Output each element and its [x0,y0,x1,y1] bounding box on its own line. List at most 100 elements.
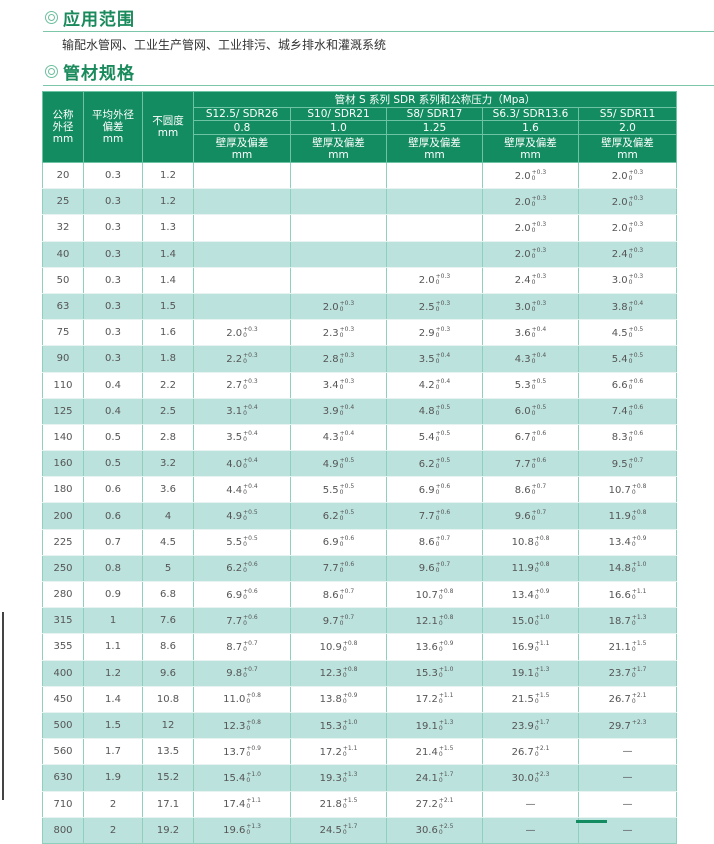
cell-empty [386,214,483,242]
upper-tolerance: +0.5 [435,404,451,412]
lower-tolerance: 0 [631,619,636,627]
section-title-spec: 管材规格 [45,59,135,84]
upper-tolerance: +1.7 [438,770,454,778]
lower-tolerance: 0 [339,436,344,444]
lower-tolerance: 0 [342,829,347,837]
upper-tolerance: +0.3 [243,351,258,359]
lower-tolerance: 0 [534,776,539,784]
cell-mean-od-deviation: 0.3 [83,162,143,190]
upper-tolerance: +0.5 [243,535,258,543]
cell-wall-thickness: 8.3 +0.6 0 [577,424,678,452]
upper-tolerance: +0.3 [531,273,547,281]
cell-wall-thickness: 17.4 +1.1 0 [193,791,291,818]
upper-tolerance: +0.4 [339,404,355,412]
cell-nominal-od: 710 [42,791,84,818]
cell-wall-thickness: 2.8 +0.3 0 [290,345,387,373]
cell-ovality: 3.6 [142,476,194,504]
cell-wall-thickness: 2.5 +0.3 0 [386,293,483,321]
lower-tolerance: 0 [435,436,440,444]
upper-tolerance: +1.3 [342,770,358,778]
lower-tolerance: 0 [342,672,347,680]
cell-mean-od-deviation: 0.5 [83,424,143,452]
cell-mean-od-deviation: 0.3 [83,188,143,216]
lower-tolerance: 0 [531,174,536,182]
cell-wall-thickness: 9.6 +0.7 0 [482,502,579,530]
cell-wall-thickness: 2.0 +0.3 0 [577,162,678,190]
cell-wall-thickness: 10.9 +0.8 0 [290,633,387,661]
cell-ovality: 8.6 [142,633,194,661]
lower-tolerance: 0 [534,619,539,627]
lower-tolerance: 0 [628,305,633,313]
cell-wall-thickness: 8.6 +0.7 0 [482,476,579,504]
lower-tolerance: 0 [339,331,344,339]
header-nominal-od: 公称 外径 mm [42,91,84,163]
upper-tolerance: +0.3 [339,351,355,359]
table-row: 20 0.3 1.2 2.0 +0.3 0 2.0 +0.3 0 [42,162,678,190]
cell-wall-thickness: 13.8 +0.9 0 [290,686,387,713]
upper-tolerance: +1.3 [534,666,550,674]
lower-tolerance: 0 [243,357,247,365]
upper-tolerance: +0.4 [243,482,258,490]
upper-tolerance: +0.3 [243,378,258,386]
lower-tolerance: 0 [531,436,536,444]
cell-not-applicable: — [577,764,678,792]
cell-wall-thickness: 12.1 +0.8 0 [386,607,483,635]
cell-wall-thickness: 6.9 +0.6 0 [290,529,387,556]
cell-wall-thickness: 5.5 +0.5 0 [290,476,387,504]
cell-mean-od-deviation: 0.9 [83,581,143,609]
cell-nominal-od: 450 [42,686,84,713]
cell-empty [386,188,483,216]
cell-empty [193,162,291,190]
lower-tolerance: 0 [435,279,440,287]
cell-wall-thickness: 5.3 +0.5 0 [482,372,579,399]
cell-wall-thickness: 19.3 +1.3 0 [290,764,387,792]
header-wall-thickness: 壁厚及偏差 mm [577,134,678,163]
lower-tolerance: 0 [435,384,440,392]
cell-wall-thickness: 2.0 +0.3 0 [577,188,678,216]
cell-wall-thickness: 3.8 +0.4 0 [577,293,678,321]
lower-tolerance: 0 [435,331,440,339]
lower-tolerance: 0 [631,567,636,575]
cell-mean-od-deviation: 0.3 [83,293,143,321]
lower-tolerance: 0 [435,410,440,418]
upper-tolerance: +0.3 [435,325,451,333]
lower-tolerance: 0 [438,593,443,601]
upper-tolerance: +1.0 [534,613,550,621]
cell-mean-od-deviation: 0.8 [83,555,143,583]
lower-tolerance: 0 [339,619,344,627]
cell-mean-od-deviation: 0.4 [83,372,143,399]
lower-tolerance: 0 [628,357,633,365]
upper-tolerance: +2.1 [631,692,647,700]
upper-tolerance: +0.5 [628,351,644,359]
cell-mean-od-deviation: 0.6 [83,502,143,530]
cell-wall-thickness: 7.7 +0.6 0 [193,607,291,635]
cell-ovality: 17.1 [142,791,194,818]
cell-wall-thickness: 4.3 +0.4 0 [482,345,579,373]
cell-wall-thickness: 30.0 +2.3 0 [482,764,579,792]
cell-wall-thickness: 3.0 +0.3 0 [577,267,678,294]
upper-tolerance: +1.1 [438,692,454,700]
application-description: 输配水管网、工业生产管网、工业排污、城乡排水和灌溉系统 [62,38,387,52]
cell-ovality: 1.2 [142,162,194,190]
header-series-pressure: 1.0 [290,120,387,135]
lower-tolerance: 0 [435,357,440,365]
cell-wall-thickness: 2.4 +0.3 0 [577,241,678,268]
upper-tolerance: +1.0 [438,666,454,674]
upper-tolerance: +0.8 [438,587,454,595]
cell-wall-thickness: 4.9 +0.5 0 [290,450,387,478]
cell-wall-thickness: 15.3 +1.0 0 [290,712,387,740]
upper-tolerance: +2.3 [534,770,550,778]
lower-tolerance: 0 [534,567,539,575]
cell-nominal-od: 500 [42,712,84,740]
upper-tolerance: +0.7 [628,456,644,464]
upper-tolerance: +0.3 [628,220,644,228]
upper-tolerance: +0.4 [339,430,355,438]
cell-ovality: 2.2 [142,372,194,399]
upper-tolerance: +0.7 [435,561,451,569]
cell-wall-thickness: 17.2 +1.1 0 [290,738,387,766]
lower-tolerance: 0 [243,593,247,601]
cell-wall-thickness: 3.0 +0.3 0 [482,293,579,321]
upper-tolerance: +0.7 [243,666,258,674]
lower-tolerance: 0 [243,672,247,680]
cell-wall-thickness: 11.9 +0.8 0 [482,555,579,583]
